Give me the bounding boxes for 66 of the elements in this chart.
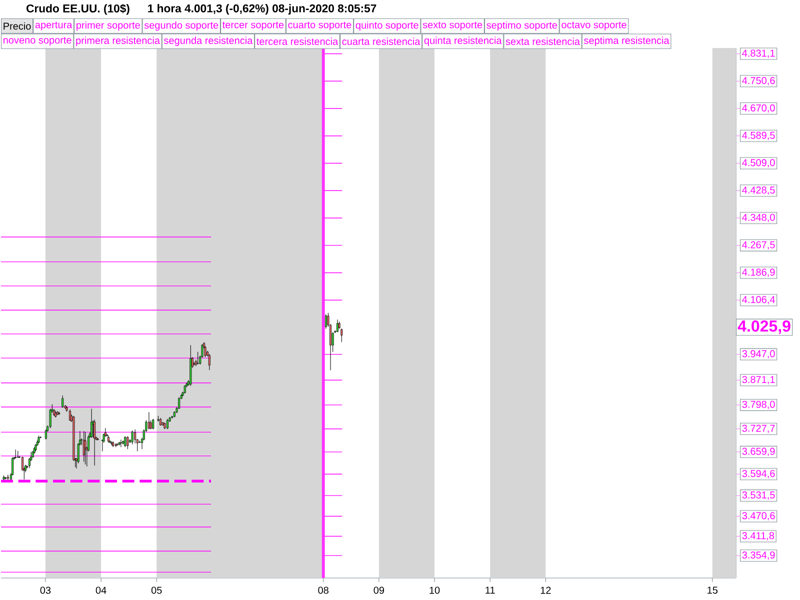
chart-title: Crudo EE.UU. (10$) [26,4,130,15]
y-tick-label: 3.871,1 [742,376,775,384]
text: primer soporte [76,21,140,31]
candlestick [196,352,199,365]
text: primera resistencia [76,36,160,46]
y-tick-label: 3.659,9 [742,448,775,456]
y-tick-label: 4.186,9 [742,268,775,277]
y-tick-label: 3.727,7 [742,424,775,433]
candlestick [131,430,134,445]
candlestick [336,319,338,332]
candlestick [62,395,64,408]
y-tick-label: 3.947,0 [742,350,775,358]
y-tick-label: 3.411,8 [742,532,774,540]
chart-subtitle: 1 hora 4.001,3 (-0,62%) 08-jun-2020 8:05:57 [148,4,376,15]
y-tick-label: 4.348,0 [742,214,775,222]
text: cuarto soporte [288,22,352,30]
x-tick-label: 12 [540,586,551,594]
y-tick-label: 4.589,5 [742,132,775,140]
text: septimo soporte [486,21,558,31]
x-tick-label: 11 [486,586,495,594]
y-tick-label: 4.750,6 [742,76,775,86]
y-tick-label: 4.428,5 [742,186,775,195]
candlestick [152,418,154,430]
candlestick [324,314,327,330]
candlestick [28,458,30,468]
y-tick-label: 4.831,1 [742,50,775,58]
text: apertura [35,22,72,30]
text: quinto soporte [356,21,418,31]
candlestick [44,429,47,440]
x-tick-label: 05 [151,586,162,594]
text: tercer soporte [222,22,284,30]
text: Precio [4,22,31,30]
x-tick-label: 09 [374,586,384,594]
candlestick [49,408,52,428]
text: 4.025,9 [738,320,790,334]
candlestick [166,418,169,430]
x-tick-label: 08 [318,586,328,594]
text: octavo soporte [562,22,626,30]
y-tick-label: 4.106,4 [742,296,775,304]
x-tick-label: 10 [430,586,440,594]
x-tick-label: 15 [708,586,718,594]
text: septima resistencia [584,36,670,46]
candlestick [124,436,126,448]
text: quinta resistencia [424,36,502,46]
text: segunda resistencia [164,36,253,46]
text: segundo soporte [144,21,218,31]
candlestick [178,396,180,410]
text: noveno soporte [4,37,72,46]
y-tick-label: 4.509,0 [742,159,775,168]
candlestick [208,354,210,370]
text: sexto soporte [422,22,482,30]
y-tick-label: 3.354,9 [742,551,775,560]
y-tick-label: 4.670,0 [742,104,775,113]
candlestick [6,474,9,480]
x-tick-label: 03 [40,586,51,594]
text: sexta resistencia [506,38,580,46]
y-tick-label: 3.594,6 [742,470,775,478]
x-tick-label: 04 [96,586,106,594]
candlestick [126,436,129,450]
y-tick-label: 3.531,5 [742,491,775,500]
y-tick-label: 3.798,0 [742,400,775,410]
y-tick-label: 3.470,6 [742,512,775,520]
text: tercera resistencia [256,38,338,46]
y-tick-label: 4.267,5 [742,241,775,250]
text: cuarta resistencia [342,38,420,46]
candlestick [340,328,343,342]
